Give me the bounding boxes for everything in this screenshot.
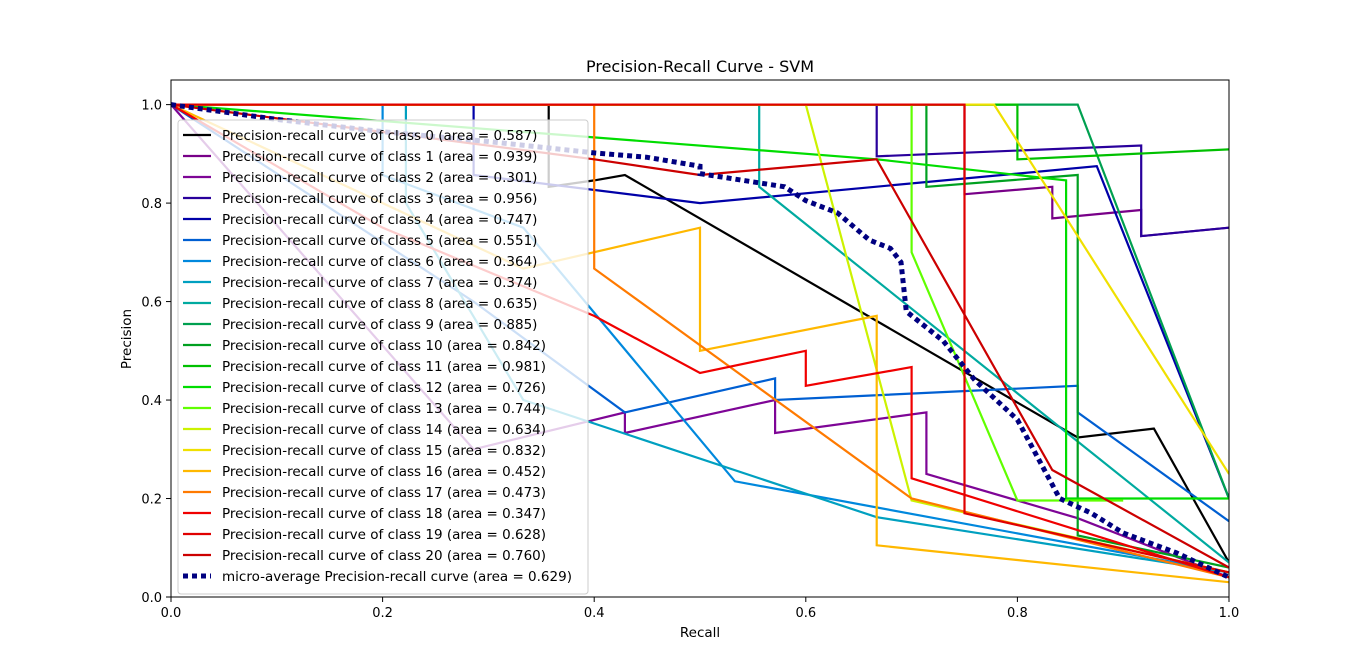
series-line-19: [171, 103, 1229, 574]
y-tick-label-1: 0.2: [141, 493, 162, 508]
x-axis-label: Recall: [680, 625, 720, 641]
x-tick-label-4: 0.8: [1007, 606, 1028, 621]
legend-entry-6: Precision-recall curve of class 6 (area …: [222, 254, 537, 270]
legend-entry-18: Precision-recall curve of class 18 (area…: [222, 506, 546, 522]
series-line-0: [171, 103, 1229, 564]
legend-entry-17: Precision-recall curve of class 17 (area…: [222, 485, 546, 501]
y-axis-ticks: 0.0 0.2 0.4 0.6 0.8 1.0: [141, 99, 171, 606]
legend-entry-3: Precision-recall curve of class 3 (area …: [222, 191, 537, 207]
legend-entry-13: Precision-recall curve of class 13 (area…: [222, 401, 546, 417]
legend-entry-15: Precision-recall curve of class 15 (area…: [222, 443, 546, 459]
x-tick-label-0: 0.0: [161, 606, 182, 621]
legend-entry-7: Precision-recall curve of class 7 (area …: [222, 275, 537, 291]
y-tick-label-2: 0.4: [141, 394, 162, 409]
y-tick-label-3: 0.6: [141, 296, 162, 311]
legend-box: [177, 119, 589, 595]
legend-entry-11: Precision-recall curve of class 11 (area…: [222, 359, 546, 375]
legend-entry-0: Precision-recall curve of class 0 (area …: [222, 128, 537, 144]
y-tick-label-0: 0.0: [141, 591, 162, 606]
legend-entry-12: Precision-recall curve of class 12 (area…: [222, 380, 546, 396]
y-axis-label: Precision: [119, 309, 135, 369]
legend-entry-9: Precision-recall curve of class 9 (area …: [222, 317, 537, 333]
x-tick-label-3: 0.6: [795, 606, 816, 621]
chart-title: Precision-Recall Curve - SVM: [586, 57, 814, 76]
legend-entry-20: Precision-recall curve of class 20 (area…: [222, 548, 546, 564]
plot-frame: [170, 79, 1230, 598]
legend-entry-8: Precision-recall curve of class 8 (area …: [222, 296, 537, 312]
y-tick-label-5: 1.0: [141, 99, 162, 114]
legend-entry-14: Precision-recall curve of class 14 (area…: [222, 422, 546, 438]
legend-entry-21: micro-average Precision-recall curve (ar…: [222, 569, 572, 585]
x-tick-label-5: 1.0: [1219, 606, 1240, 621]
legend-entry-5: Precision-recall curve of class 5 (area …: [222, 233, 537, 249]
legend: Precision-recall curve of class 0 (area …: [177, 119, 589, 595]
legend-entry-16: Precision-recall curve of class 16 (area…: [222, 464, 546, 480]
legend-entry-2: Precision-recall curve of class 2 (area …: [222, 170, 537, 186]
x-tick-label-1: 0.2: [372, 606, 393, 621]
x-axis-ticks: 0.0 0.2 0.4 0.6 0.8 1.0: [161, 597, 1240, 621]
y-tick-label-4: 0.8: [141, 197, 162, 212]
x-tick-label-2: 0.4: [584, 606, 605, 621]
legend-entry-10: Precision-recall curve of class 10 (area…: [222, 338, 546, 354]
legend-entry-4: Precision-recall curve of class 4 (area …: [222, 212, 537, 228]
legend-entry-19: Precision-recall curve of class 19 (area…: [222, 527, 546, 543]
legend-entry-1: Precision-recall curve of class 1 (area …: [222, 149, 537, 165]
